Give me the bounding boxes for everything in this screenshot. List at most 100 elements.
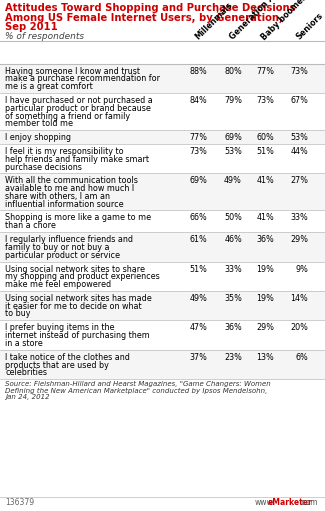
Text: I have purchased or not purchased a: I have purchased or not purchased a [5,96,153,105]
Text: 73%: 73% [256,96,274,105]
Text: particular product or brand because: particular product or brand because [5,104,151,113]
Text: than a chore: than a chore [5,221,56,230]
Text: 50%: 50% [224,214,242,222]
Text: 36%: 36% [224,323,242,332]
Text: 37%: 37% [189,353,207,362]
Text: products that are used by: products that are used by [5,360,109,369]
Text: 29%: 29% [256,323,274,332]
Bar [0,130,325,144]
Text: 20%: 20% [290,323,308,332]
Text: 136379: 136379 [5,498,34,507]
Text: 49%: 49% [189,294,207,303]
Text: me is a great comfort: me is a great comfort [5,82,93,91]
Text: of something a friend or family: of something a friend or family [5,111,130,121]
Text: 19%: 19% [256,265,274,273]
Bar [0,262,325,291]
Text: help friends and family make smart: help friends and family make smart [5,155,149,164]
Text: Attitudes Toward Shopping and Purchase Decisions: Attitudes Toward Shopping and Purchase D… [5,3,295,13]
Text: 69%: 69% [224,133,242,142]
Text: 14%: 14% [290,294,308,303]
Bar [0,232,325,262]
Text: Source: Fleishman-Hillard and Hearst Magazines, "Game Changers: Women: Source: Fleishman-Hillard and Hearst Mag… [5,381,271,387]
Text: make me feel empowered: make me feel empowered [5,280,111,289]
Text: 67%: 67% [290,96,308,105]
Text: 88%: 88% [189,66,207,76]
Text: influential information source: influential information source [5,200,124,208]
Text: make a purchase recommendation for: make a purchase recommendation for [5,74,160,83]
Bar [0,63,325,93]
Text: available to me and how much I: available to me and how much I [5,184,134,193]
Text: Sep 2011: Sep 2011 [5,22,58,32]
Text: 41%: 41% [256,214,274,222]
Text: 84%: 84% [189,96,207,105]
Text: 41%: 41% [256,176,274,185]
Text: share with others, I am an: share with others, I am an [5,192,110,201]
Text: I take notice of the clothes and: I take notice of the clothes and [5,353,130,362]
Bar [0,173,325,211]
Text: 49%: 49% [224,176,242,185]
Text: Using social network sites has made: Using social network sites has made [5,294,152,303]
Text: % of respondents: % of respondents [5,32,84,40]
Bar [0,291,325,320]
Text: Having someone I know and trust: Having someone I know and trust [5,66,140,76]
Text: 77%: 77% [256,66,274,76]
Text: Among US Female Internet Users, by Generation,: Among US Female Internet Users, by Gener… [5,12,283,22]
Bar [0,211,325,232]
Text: celebrities: celebrities [5,368,47,377]
Text: 13%: 13% [256,353,274,362]
Text: 47%: 47% [189,323,207,332]
Text: 27%: 27% [290,176,308,185]
Bar [0,350,325,379]
Text: my shopping and product experiences: my shopping and product experiences [5,272,160,281]
Text: I feel it is my responsibility to: I feel it is my responsibility to [5,147,124,156]
Text: Seniors: Seniors [294,11,324,41]
Text: to buy: to buy [5,310,31,318]
Text: 53%: 53% [290,133,308,142]
Text: 66%: 66% [189,214,207,222]
Text: .com: .com [299,498,318,507]
Text: it easier for me to decide on what: it easier for me to decide on what [5,301,142,311]
Text: 23%: 23% [224,353,242,362]
Text: 61%: 61% [189,235,207,244]
Text: 46%: 46% [224,235,242,244]
Text: 51%: 51% [189,265,207,273]
Text: Defining the New American Marketplace" conducted by Ipsos Mendelsohn,: Defining the New American Marketplace" c… [5,388,267,393]
Text: member told me: member told me [5,119,73,128]
Text: I prefer buying items in the: I prefer buying items in the [5,323,114,332]
Text: I regularly influence friends and: I regularly influence friends and [5,235,133,244]
Bar [0,93,325,130]
Text: 36%: 36% [256,235,274,244]
Text: 19%: 19% [256,294,274,303]
Text: purchase decisions: purchase decisions [5,162,82,172]
Text: 79%: 79% [224,96,242,105]
Text: 53%: 53% [224,147,242,156]
Text: 69%: 69% [189,176,207,185]
Text: 73%: 73% [290,66,308,76]
Text: family to buy or not buy a: family to buy or not buy a [5,243,110,252]
Text: particular product or service: particular product or service [5,251,120,260]
Text: eMarketer: eMarketer [268,498,313,507]
Text: 29%: 29% [290,235,308,244]
Text: 77%: 77% [189,133,207,142]
Text: 44%: 44% [290,147,308,156]
Text: Baby boomers: Baby boomers [260,0,312,41]
Text: 73%: 73% [189,147,207,156]
Bar [0,144,325,173]
Text: Generation X: Generation X [228,0,276,41]
Bar [0,320,325,350]
Text: 33%: 33% [290,214,308,222]
Text: Shopping is more like a game to me: Shopping is more like a game to me [5,214,151,222]
Text: I enjoy shopping: I enjoy shopping [5,133,71,142]
Text: Jan 24, 2012: Jan 24, 2012 [5,394,50,400]
Text: Using social network sites to share: Using social network sites to share [5,265,145,273]
Text: 51%: 51% [256,147,274,156]
Text: 9%: 9% [295,265,308,273]
Text: internet instead of purchasing them: internet instead of purchasing them [5,331,150,340]
Text: www.: www. [255,498,275,507]
Text: 33%: 33% [224,265,242,273]
Text: 80%: 80% [224,66,242,76]
Text: With all the communication tools: With all the communication tools [5,176,138,185]
Text: in a store: in a store [5,339,43,348]
Text: 6%: 6% [295,353,308,362]
Text: 35%: 35% [224,294,242,303]
